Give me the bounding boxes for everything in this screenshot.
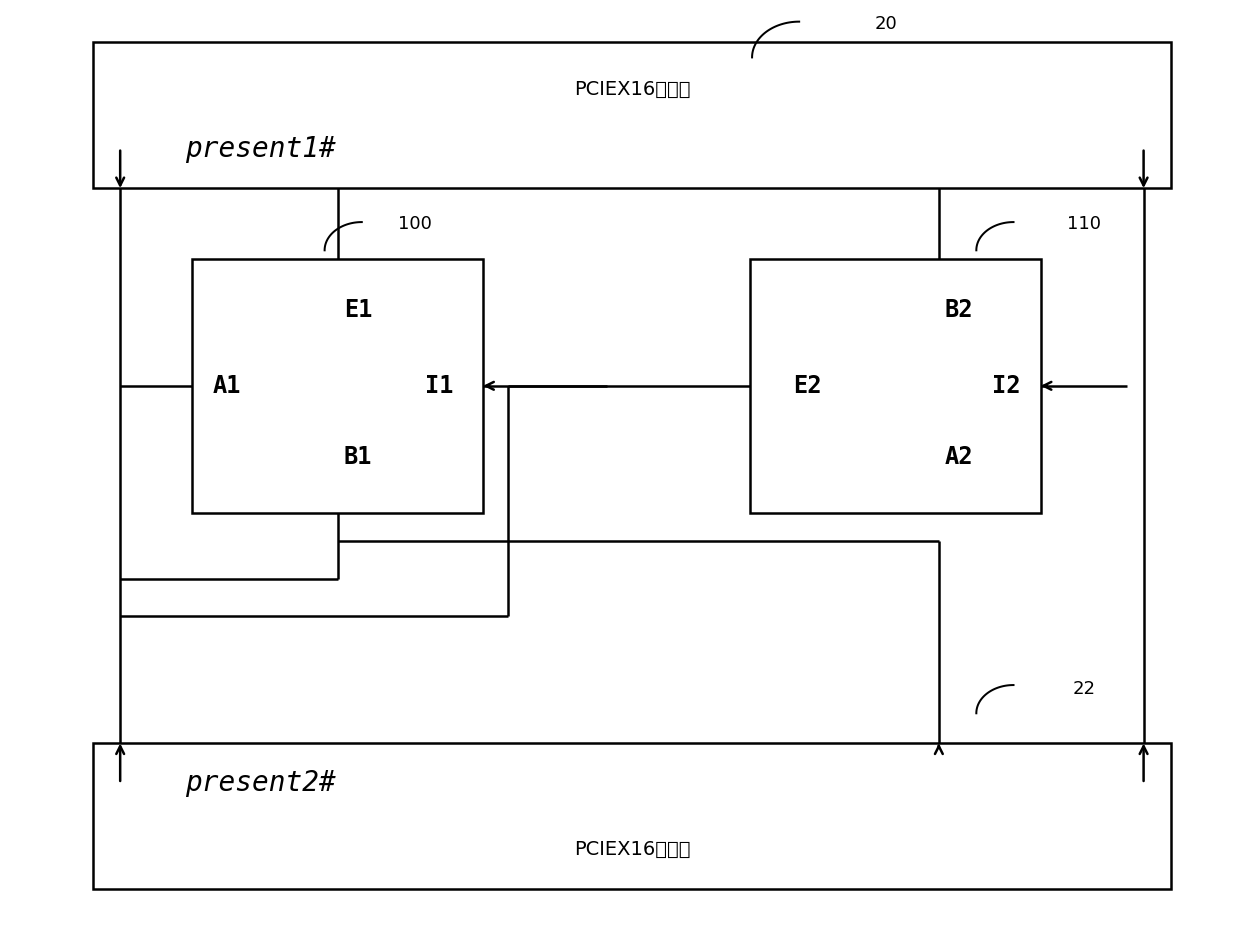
Text: 20: 20 [875,14,897,33]
Text: A2: A2 [945,445,974,469]
Text: present1#: present1# [185,135,336,163]
Text: PCIEX16连接器: PCIEX16连接器 [574,80,690,99]
Text: B1: B1 [343,445,372,469]
Text: 100: 100 [398,215,432,233]
Text: 22: 22 [1073,679,1095,698]
FancyBboxPatch shape [750,259,1041,513]
FancyBboxPatch shape [93,743,1171,889]
Text: 110: 110 [1067,215,1101,233]
Text: E1: E1 [343,297,372,322]
FancyBboxPatch shape [93,42,1171,188]
FancyBboxPatch shape [192,259,483,513]
Text: present2#: present2# [185,769,336,797]
Text: A1: A1 [213,374,242,398]
Text: PCIEX16连接器: PCIEX16连接器 [574,840,690,859]
Text: I2: I2 [991,374,1020,398]
Text: B2: B2 [945,297,974,322]
Text: I1: I1 [425,374,453,398]
Text: E2: E2 [793,374,823,398]
